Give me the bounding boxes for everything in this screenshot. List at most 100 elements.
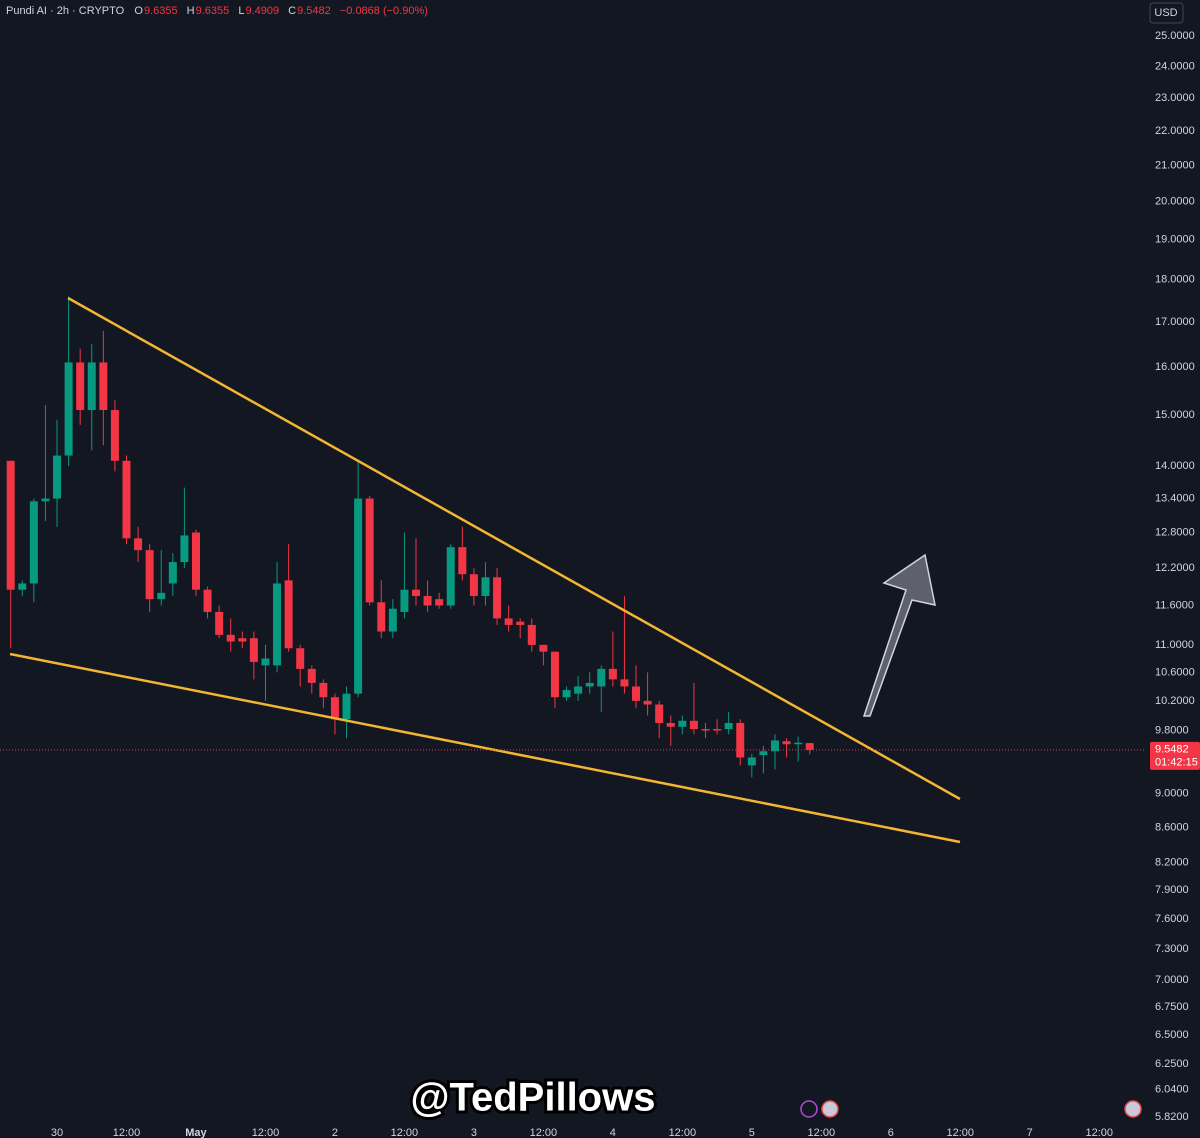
x-tick-label: 7 xyxy=(1027,1127,1033,1138)
candle-body xyxy=(388,608,397,632)
y-tick-label: 9.0000 xyxy=(1155,788,1189,800)
candle-body xyxy=(365,498,374,603)
y-tick-label: 8.2000 xyxy=(1155,857,1189,869)
candle-body xyxy=(249,638,258,662)
upper-trendline xyxy=(67,296,961,801)
candle-body xyxy=(446,547,455,606)
ohlc-label: C xyxy=(288,5,297,17)
x-tick-label: May xyxy=(185,1127,207,1138)
x-tick-label: 12:00 xyxy=(252,1127,280,1138)
candle-body xyxy=(736,723,745,758)
x-tick-label: 12:00 xyxy=(669,1127,697,1138)
candle-body xyxy=(18,583,27,590)
y-tick-label: 13.4000 xyxy=(1155,492,1195,504)
y-tick-label: 25.0000 xyxy=(1155,30,1195,42)
currency-label: USD xyxy=(1154,7,1177,19)
x-tick-label: 6 xyxy=(888,1127,894,1138)
candle-body xyxy=(701,729,710,731)
y-tick-label: 20.0000 xyxy=(1155,196,1195,208)
candle-body xyxy=(550,651,559,698)
x-tick-label: 12:00 xyxy=(113,1127,141,1138)
candle-body xyxy=(643,700,652,705)
y-tick-label: 7.0000 xyxy=(1155,974,1189,986)
legend-header: Pundi AI · 2h · CRYPTO O9.6355 H9.6355 L… xyxy=(6,5,434,17)
candle-body xyxy=(435,599,444,606)
y-tick-label: 6.5000 xyxy=(1155,1029,1189,1041)
candle-body xyxy=(724,723,733,730)
flag-icon[interactable] xyxy=(821,1100,839,1118)
candle-body xyxy=(6,460,15,590)
candle-body xyxy=(562,690,571,698)
event-icon[interactable] xyxy=(800,1100,818,1118)
candle-body xyxy=(99,362,108,410)
candle-body xyxy=(296,648,305,669)
ohlc-value: 9.4909 xyxy=(245,5,280,17)
flag-icon[interactable] xyxy=(1124,1100,1142,1118)
candle-body xyxy=(64,362,73,456)
y-tick-label: 12.8000 xyxy=(1155,526,1195,538)
candle-body xyxy=(168,562,177,584)
candle-body xyxy=(574,686,583,694)
x-tick-label: 4 xyxy=(610,1127,616,1138)
y-tick-label: 17.0000 xyxy=(1155,316,1195,328)
candle-body xyxy=(122,460,131,539)
candle-body xyxy=(678,720,687,727)
y-tick-label: 16.0000 xyxy=(1155,361,1195,373)
y-tick-label: 15.0000 xyxy=(1155,409,1195,421)
x-tick-label: 2 xyxy=(332,1127,338,1138)
candle-body xyxy=(342,693,351,720)
y-tick-label: 10.6000 xyxy=(1155,666,1195,678)
candle-body xyxy=(319,682,328,698)
ohlc-value: 9.5482 xyxy=(297,5,331,17)
candle-body xyxy=(493,577,502,619)
currency-box[interactable] xyxy=(1149,2,1184,24)
y-tick-label: 11.0000 xyxy=(1155,639,1194,651)
y-tick-label: 5.8200 xyxy=(1155,1111,1189,1123)
candle-body xyxy=(713,729,722,731)
candle-body xyxy=(423,595,432,606)
candle-body xyxy=(481,577,490,596)
candle-body xyxy=(782,741,791,745)
ohlc-value: 9.6355 xyxy=(143,5,178,17)
x-tick-label: 12:00 xyxy=(391,1127,419,1138)
candle-body xyxy=(145,550,154,600)
y-tick-label: 7.9000 xyxy=(1155,884,1189,896)
candle-body xyxy=(53,455,62,499)
candle-body xyxy=(597,668,606,687)
candle-body xyxy=(226,634,235,642)
candle-body xyxy=(805,743,814,750)
candle-body xyxy=(76,362,85,410)
candle-body xyxy=(203,589,212,612)
candle-body xyxy=(354,498,363,694)
x-tick-label: 12:00 xyxy=(808,1127,836,1138)
breakout-arrow xyxy=(862,553,936,717)
last-price-box xyxy=(1150,741,1200,770)
candle-body xyxy=(87,362,96,410)
y-tick-label: 7.6000 xyxy=(1155,913,1189,925)
candle-body xyxy=(689,720,698,730)
candle-body xyxy=(400,589,409,612)
y-tick-label: 19.0000 xyxy=(1155,234,1195,246)
y-tick-label: 8.6000 xyxy=(1155,821,1189,833)
y-tick-label: 14.0000 xyxy=(1155,460,1195,472)
candle-body xyxy=(469,574,478,596)
symbol-title: Pundi AI · 2h · CRYPTO xyxy=(6,5,125,17)
x-tick-label: 12:00 xyxy=(946,1127,974,1138)
y-tick-label: 6.7500 xyxy=(1155,1001,1189,1013)
candle-body xyxy=(412,589,420,596)
x-tick-label: 30 xyxy=(51,1127,63,1138)
candle-body xyxy=(666,723,675,727)
candle-body xyxy=(504,618,513,625)
candle-body xyxy=(759,751,768,756)
candle-body xyxy=(608,668,617,680)
x-tick-label: 3 xyxy=(471,1127,477,1138)
candle-body xyxy=(747,757,756,766)
candle-body xyxy=(307,668,316,683)
x-tick-label: 12:00 xyxy=(530,1127,558,1138)
y-tick-label: 11.6000 xyxy=(1155,599,1194,611)
candle-body xyxy=(516,621,525,625)
y-tick-label: 23.0000 xyxy=(1155,92,1195,104)
y-tick-label: 22.0000 xyxy=(1155,125,1195,137)
